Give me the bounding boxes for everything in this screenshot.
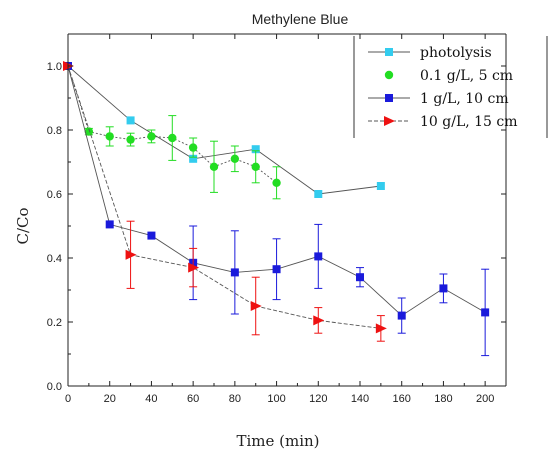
x-tick-label: 200 <box>476 393 494 405</box>
y-tick-label: 1.0 <box>47 61 62 73</box>
legend-label: 1 g/L, 10 cm <box>420 91 509 107</box>
x-tick-label: 180 <box>434 393 452 405</box>
data-point <box>250 301 262 311</box>
data-point <box>84 127 94 136</box>
x-tick-label: 100 <box>267 393 285 405</box>
series-1 <box>63 61 281 200</box>
legend-marker <box>384 116 395 126</box>
data-point <box>209 162 219 171</box>
data-point <box>126 135 135 144</box>
legend-marker <box>385 94 393 102</box>
legend-marker <box>385 48 393 56</box>
y-tick-label: 0.2 <box>47 317 62 329</box>
y-tick-label: 0.0 <box>47 381 62 393</box>
x-tick-label: 160 <box>393 393 411 405</box>
y-tick-label: 0.6 <box>47 189 62 201</box>
x-tick-label: 20 <box>104 393 116 405</box>
y-axis-label: C/Co <box>14 207 32 244</box>
data-point <box>397 311 406 320</box>
legend-marker <box>384 70 394 80</box>
legend-entry-2: 1 g/L, 10 cm <box>368 91 509 107</box>
data-point <box>189 154 198 163</box>
x-tick-label: 60 <box>187 393 199 405</box>
data-point <box>314 190 323 198</box>
data-point <box>251 162 260 171</box>
data-point <box>439 284 448 293</box>
chart-title: Methylene Blue <box>252 11 349 27</box>
legend-label: photolysis <box>420 45 492 61</box>
data-point <box>188 143 198 152</box>
data-point <box>251 145 260 154</box>
x-tick-label: 80 <box>229 393 241 405</box>
data-point <box>105 220 114 229</box>
data-point <box>375 323 387 334</box>
legend-label: 10 g/L, 15 cm <box>420 114 518 130</box>
data-point <box>314 252 323 261</box>
legend-entry-3: 10 g/L, 15 cm <box>368 114 518 130</box>
data-point <box>272 178 281 187</box>
data-point <box>105 132 114 141</box>
series-line <box>67 65 381 195</box>
legend: photolysis 0.1 g/L, 5 cm 1 g/L, 10 cm 10 g/… <box>353 36 548 138</box>
x-tick-label: 40 <box>145 393 157 405</box>
legend-entry-1: 0.1 g/L, 5 cm <box>384 68 513 84</box>
data-point <box>147 132 156 141</box>
axes: 0 20 40 60 80 100 120 140 160 180 200 0.0 0.2 0.4 0.6 0… <box>47 33 507 405</box>
y-tick-label: 0.8 <box>47 125 62 137</box>
data-point <box>126 116 135 125</box>
series-line <box>67 65 381 329</box>
data-point <box>230 268 239 277</box>
data-point <box>356 273 364 282</box>
data-point <box>230 154 240 163</box>
data-point <box>313 315 325 326</box>
legend-entry-0: photolysis <box>368 45 492 61</box>
data-point <box>168 133 177 143</box>
data-point <box>125 249 137 260</box>
series-0 <box>64 62 385 198</box>
data-point <box>188 262 200 273</box>
series-3 <box>63 61 387 342</box>
data-point <box>376 182 385 190</box>
y-tick-label: 0.4 <box>47 253 62 265</box>
data-point <box>272 265 281 274</box>
x-tick-label: 140 <box>351 393 369 405</box>
data-point <box>147 231 156 240</box>
legend-label: 0.1 g/L, 5 cm <box>420 68 513 84</box>
x-tick-label: 0 <box>65 393 71 405</box>
x-axis-label: Time (min) <box>236 432 319 450</box>
data-point <box>481 308 490 317</box>
x-tick-label: 120 <box>309 393 327 405</box>
